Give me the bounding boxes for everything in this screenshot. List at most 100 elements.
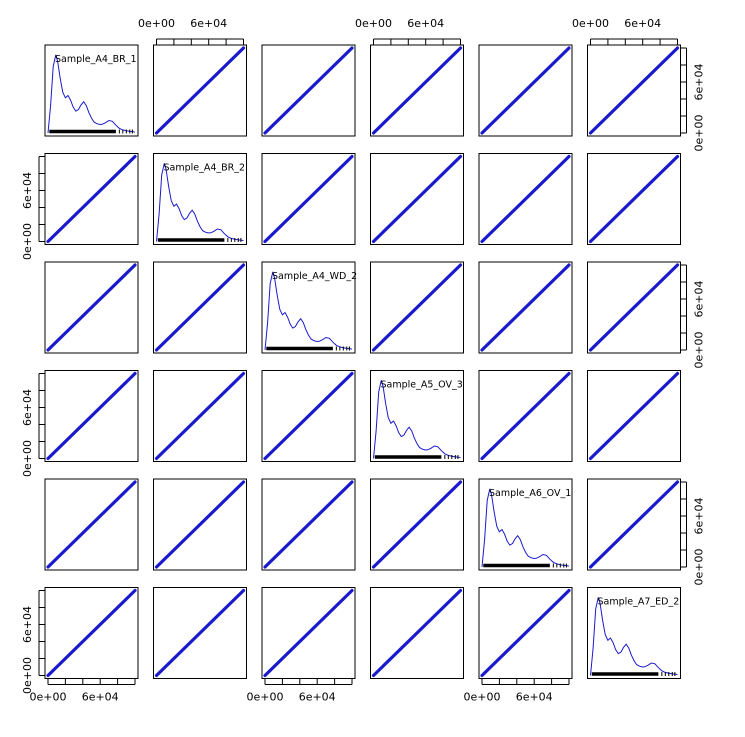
axis-tick-label: 6e+04: [693, 64, 706, 101]
panel-frame: [478, 261, 573, 354]
panel-frame: [370, 261, 464, 354]
axis-tick-label: 6e+04: [624, 17, 661, 30]
axis-tick-label: 6e+04: [516, 691, 553, 704]
scatter-points: [588, 371, 680, 461]
scatter-points: [263, 588, 354, 678]
panel-frame: [153, 370, 247, 462]
scatter-points: [263, 46, 354, 135]
axis-tick-label: 6e+04: [21, 606, 34, 643]
scatter-points: [46, 154, 137, 244]
panel-frame: [44, 261, 139, 354]
panel-frame: [370, 478, 464, 571]
variable-label: Sample_A6_OV_1: [489, 488, 571, 499]
scatter-points: [154, 480, 246, 569]
panel-frame: [153, 261, 247, 354]
density-curve: [156, 163, 244, 242]
panel-frame: [370, 370, 464, 462]
density-curve: [590, 597, 678, 676]
panel-frame: [44, 370, 139, 462]
panel-frame: [153, 587, 247, 679]
axis-tick-label: 6e+04: [190, 17, 227, 30]
panel-frame: [587, 261, 681, 354]
panel-frame: [261, 587, 356, 679]
axis-tick-label: 0e+00: [693, 115, 706, 152]
panel-frame: [44, 587, 139, 679]
panel-frame: [478, 478, 573, 571]
axis-tick-label: 6e+04: [21, 389, 34, 426]
axis-tick-label: 0e+00: [30, 691, 67, 704]
panel-frame: [44, 44, 139, 137]
scatter-points: [588, 154, 680, 244]
scatter-points: [480, 371, 571, 461]
scatter-points: [480, 263, 571, 352]
scatter-points: [154, 46, 246, 135]
scatter-points: [46, 480, 137, 569]
scatter-points: [588, 46, 680, 135]
panel-frame: [587, 587, 681, 679]
axis-tick-label: 6e+04: [299, 691, 336, 704]
panel-frame: [370, 587, 464, 679]
scatter-points: [371, 588, 463, 678]
panel-frame: [153, 478, 247, 571]
density-curve: [264, 271, 353, 351]
axis-tick-label: 0e+00: [693, 332, 706, 369]
axis-tick-label: 6e+04: [21, 172, 34, 209]
scatter-points: [371, 263, 463, 352]
panel-frame: [478, 370, 573, 462]
panel-frame: [261, 261, 356, 354]
variable-label: Sample_A7_ED_2: [598, 597, 680, 608]
scatter-points: [46, 371, 137, 461]
scatter-points: [263, 371, 354, 461]
panel-frame: [478, 153, 573, 245]
variable-label: Sample_A4_WD_2: [272, 271, 357, 282]
scatter-points: [371, 46, 463, 135]
density-curve: [47, 54, 136, 134]
density-curve: [373, 380, 461, 459]
panel-frame: [261, 153, 356, 245]
scatter-points: [154, 371, 246, 461]
panel-frame: [478, 587, 573, 679]
axis-tick-label: 6e+04: [693, 281, 706, 318]
axis-tick-label: 0e+00: [693, 549, 706, 586]
axis-tick-label: 0e+00: [572, 17, 609, 30]
variable-label: Sample_A4_BR_1: [55, 54, 137, 65]
panel-frame: [370, 153, 464, 245]
axis-tick-label: 0e+00: [138, 17, 175, 30]
variable-label: Sample_A4_BR_2: [164, 163, 246, 174]
scatter-points: [480, 154, 571, 244]
scatter-points: [588, 480, 680, 569]
axis-tick-label: 0e+00: [464, 691, 501, 704]
panel-frame: [261, 370, 356, 462]
axis-tick-label: 6e+04: [82, 691, 119, 704]
panel-frame: [44, 478, 139, 571]
panel-frame: [261, 44, 356, 137]
panel-frame: [44, 153, 139, 245]
panel-frame: [370, 44, 464, 137]
density-curve: [481, 488, 570, 568]
scatter-points: [480, 46, 571, 135]
panel-frame: [261, 478, 356, 571]
axis-tick-label: 0e+00: [21, 223, 34, 260]
scatter-points: [263, 154, 354, 244]
scatter-points: [46, 588, 137, 678]
panel-frame: [587, 44, 681, 137]
panel-frame: [153, 44, 247, 137]
scatter-points: [588, 263, 680, 352]
axis-tick-label: 0e+00: [247, 691, 284, 704]
panel-frame: [587, 370, 681, 462]
scatter-points: [154, 263, 246, 352]
axis-tick-label: 6e+04: [407, 17, 444, 30]
axis-tick-label: 0e+00: [21, 657, 34, 694]
axis-tick-label: 0e+00: [355, 17, 392, 30]
scatter-points: [371, 480, 463, 569]
scatter-points: [46, 263, 137, 352]
scatter-points: [480, 588, 571, 678]
scatter-points: [371, 154, 463, 244]
panel-frame: [153, 153, 247, 245]
scatter-points: [154, 588, 246, 678]
axis-tick-label: 6e+04: [693, 498, 706, 535]
panel-frame: [478, 44, 573, 137]
variable-label: Sample_A5_OV_3: [381, 380, 463, 391]
axis-tick-label: 0e+00: [21, 440, 34, 477]
